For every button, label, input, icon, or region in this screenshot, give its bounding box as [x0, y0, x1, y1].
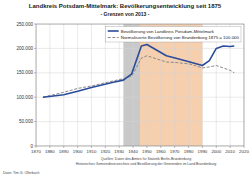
y-tick-label: 0: [30, 144, 33, 149]
grid-line: [146, 24, 147, 146]
grid-line: [36, 121, 244, 122]
grid-line: [91, 24, 92, 146]
legend-label: Normalisierte Bevölkerung von Brandenbur…: [121, 35, 240, 40]
grid-line: [202, 24, 203, 146]
x-tick-label: 2000: [211, 149, 221, 154]
tick: [36, 146, 37, 148]
tick: [34, 24, 36, 25]
x-tick-label: 1890: [59, 149, 69, 154]
grid-line: [230, 24, 231, 146]
tick: [216, 146, 217, 148]
tick: [77, 146, 78, 148]
tick: [34, 72, 36, 73]
subtitle: - Grenzen von 2013 -: [101, 11, 150, 17]
x-tick-label: 1970: [170, 149, 180, 154]
tick: [63, 146, 64, 148]
tick: [34, 97, 36, 98]
tick: [133, 146, 134, 148]
grid-line: [174, 24, 175, 146]
chart: Landkreis Potsdam-Mittelmark: Bevölkerun…: [0, 0, 250, 177]
tick: [119, 146, 120, 148]
grid-line: [188, 24, 189, 146]
title: Landkreis Potsdam-Mittelmark: Bevölkerun…: [29, 3, 222, 9]
grid-line: [36, 97, 244, 98]
tick: [188, 146, 189, 148]
tick: [244, 146, 245, 148]
x-tick-label: 1980: [184, 149, 194, 154]
x-tick-label: 1930: [114, 149, 124, 154]
legend-swatch: [108, 37, 119, 38]
x-tick-label: 1900: [73, 149, 83, 154]
plot-area: [36, 24, 244, 146]
tick: [160, 146, 161, 148]
x-tick-label: 1960: [156, 149, 166, 154]
y-tick-label: 150.000: [16, 70, 33, 75]
tick: [105, 146, 106, 148]
grid-line: [49, 24, 50, 146]
tick: [230, 146, 231, 148]
grid-line: [160, 24, 161, 146]
grid-line: [63, 24, 64, 146]
x-tick-label: 1870: [31, 149, 41, 154]
series-line: [43, 56, 234, 97]
tick: [34, 48, 36, 49]
series-line: [43, 45, 234, 98]
legend-box: [106, 27, 241, 43]
grid-line: [119, 24, 120, 146]
y-tick-label: 50.000: [19, 119, 33, 124]
tick: [49, 146, 50, 148]
grid-line: [77, 24, 78, 146]
x-tick-label: 2010: [225, 149, 235, 154]
tick: [174, 146, 175, 148]
x-tick-label: 1940: [128, 149, 138, 154]
tick: [146, 146, 147, 148]
x-tick-label: 1910: [87, 149, 97, 154]
x-tick-label: 1950: [142, 149, 152, 154]
x-tick-label: 1880: [45, 149, 55, 154]
y-tick-label: 200.000: [16, 46, 33, 51]
tick: [91, 146, 92, 148]
tick: [34, 121, 36, 122]
grid-line: [36, 72, 244, 73]
y-tick-label: 100.000: [16, 95, 33, 100]
grid-line: [133, 24, 134, 146]
tick: [34, 146, 36, 147]
plot-background: [36, 24, 244, 146]
tick: [202, 146, 203, 148]
source-note: Historisches Gemeindeverzeichnis und Bev…: [76, 162, 217, 166]
grid-line: [216, 24, 217, 146]
x-tick-label: 1920: [100, 149, 110, 154]
shaded-period: [123, 24, 140, 146]
shaded-period: [140, 24, 202, 146]
legend-swatch: [108, 30, 119, 32]
plot-frame: [36, 24, 244, 146]
x-tick-label: 1990: [198, 149, 208, 154]
source-note: Quellen: Daten des Amtes für Statistik B…: [101, 157, 191, 161]
legend-label: Bevölkerung von Landkreis Potsdam-Mittel…: [121, 29, 215, 34]
x-tick-label: 2020: [239, 149, 249, 154]
legend: Bevölkerung von Landkreis Potsdam-Mittel…: [106, 27, 241, 43]
credit: Datei: Tim G. Ollerbach: [3, 171, 39, 175]
y-tick-label: 250.000: [16, 22, 33, 27]
